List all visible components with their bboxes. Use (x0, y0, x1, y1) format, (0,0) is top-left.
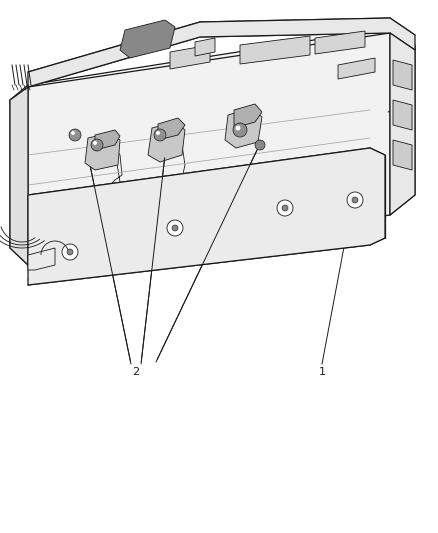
Circle shape (69, 129, 81, 141)
Circle shape (67, 249, 73, 255)
Circle shape (93, 141, 97, 145)
Polygon shape (158, 118, 185, 140)
Polygon shape (85, 133, 120, 170)
Circle shape (347, 192, 363, 208)
Polygon shape (148, 122, 185, 162)
Text: 1: 1 (318, 367, 325, 377)
Circle shape (282, 205, 288, 211)
Polygon shape (390, 33, 415, 215)
Circle shape (71, 131, 75, 135)
Polygon shape (28, 248, 55, 270)
Text: 2: 2 (132, 367, 140, 377)
Polygon shape (225, 108, 262, 148)
Polygon shape (315, 31, 365, 54)
Circle shape (236, 125, 240, 131)
Circle shape (167, 220, 183, 236)
Polygon shape (195, 38, 215, 56)
Polygon shape (393, 140, 412, 170)
Circle shape (156, 131, 160, 135)
Polygon shape (234, 104, 262, 128)
Polygon shape (10, 28, 415, 265)
Polygon shape (28, 18, 415, 87)
Circle shape (352, 197, 358, 203)
Circle shape (62, 244, 78, 260)
Polygon shape (95, 130, 120, 150)
Polygon shape (10, 87, 28, 265)
Polygon shape (28, 33, 390, 265)
Circle shape (233, 123, 247, 137)
Polygon shape (28, 148, 385, 285)
Circle shape (91, 139, 103, 151)
Polygon shape (240, 36, 310, 64)
Polygon shape (393, 100, 412, 130)
Circle shape (154, 129, 166, 141)
Circle shape (277, 200, 293, 216)
Polygon shape (338, 58, 375, 79)
Circle shape (172, 225, 178, 231)
Polygon shape (120, 20, 175, 58)
Polygon shape (393, 60, 412, 90)
Polygon shape (170, 45, 210, 69)
Circle shape (255, 140, 265, 150)
